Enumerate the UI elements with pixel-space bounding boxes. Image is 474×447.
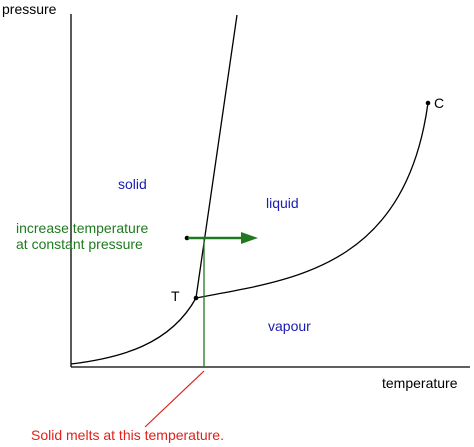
vaporisation-curve [195, 102, 429, 299]
process-label-line2: at constant pressure [16, 236, 143, 252]
x-axis-label: temperature [382, 375, 458, 391]
triple-point-marker [193, 295, 199, 301]
process-arrow-head [241, 232, 258, 244]
liquid-region-label: liquid [266, 195, 299, 211]
process-label-line1: increase temperature [16, 220, 149, 236]
vapour-region-label: vapour [268, 318, 311, 334]
triple-point-label: T [171, 288, 180, 304]
critical-point-marker [425, 100, 431, 106]
solid-region-label: solid [118, 176, 147, 192]
melting-curve [195, 14, 238, 299]
melt-note-pointer [144, 370, 205, 428]
melt-note-text: Solid melts at this temperature. [31, 427, 224, 443]
sublimation-curve [70, 297, 197, 365]
critical-point-label: C [434, 95, 444, 111]
y-axis-label: pressure [2, 1, 57, 17]
